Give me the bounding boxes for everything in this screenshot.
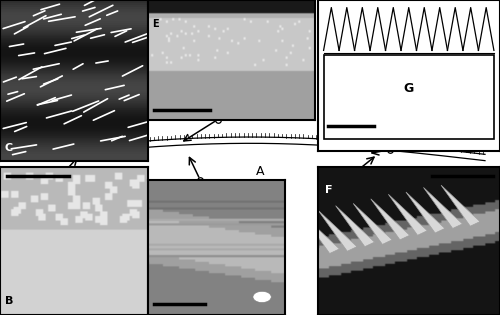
Polygon shape xyxy=(388,194,428,235)
Text: D: D xyxy=(258,294,266,304)
Text: G: G xyxy=(404,82,414,95)
Polygon shape xyxy=(424,187,463,228)
Text: F: F xyxy=(325,185,332,195)
Polygon shape xyxy=(371,199,410,240)
Bar xyxy=(324,55,494,139)
Polygon shape xyxy=(300,213,340,254)
Polygon shape xyxy=(336,206,374,247)
Text: E: E xyxy=(152,19,158,29)
Ellipse shape xyxy=(253,291,272,303)
Text: C: C xyxy=(5,143,13,153)
Polygon shape xyxy=(441,185,480,226)
Polygon shape xyxy=(406,192,445,233)
Polygon shape xyxy=(318,210,357,251)
Text: A: A xyxy=(256,165,264,178)
Polygon shape xyxy=(353,203,392,244)
Text: B: B xyxy=(5,296,14,306)
